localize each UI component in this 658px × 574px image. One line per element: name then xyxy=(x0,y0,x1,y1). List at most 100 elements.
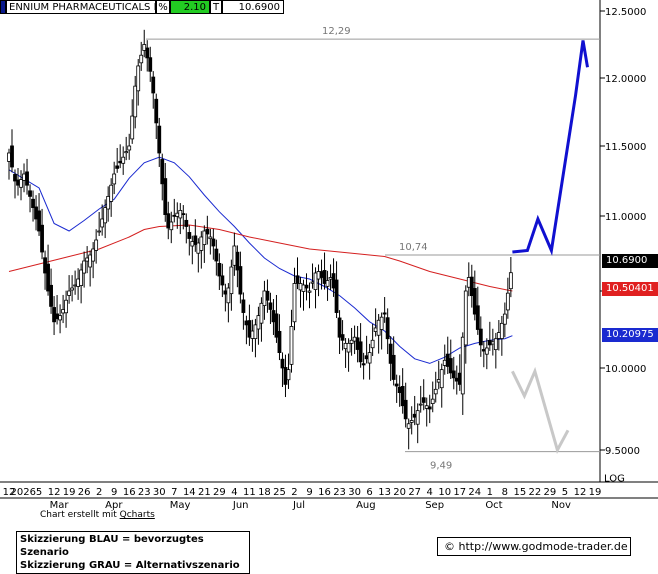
candle-body xyxy=(382,312,387,315)
month-label: Mar xyxy=(50,500,70,511)
candle-body xyxy=(292,283,297,323)
red-ma-value-tag: 10.50401 xyxy=(602,282,658,296)
candle-body xyxy=(181,213,186,216)
candle-body xyxy=(448,358,453,374)
candle-body xyxy=(217,262,222,277)
x-tick-label: 4 xyxy=(231,487,237,498)
candle-body xyxy=(427,406,432,410)
x-tick-label: 29 xyxy=(544,487,557,498)
copyright-icon: © xyxy=(444,540,455,553)
x-tick-label: 10 xyxy=(438,487,451,498)
month-label: Sep xyxy=(425,500,444,511)
candle-body xyxy=(451,370,456,379)
x-tick-label: 22 xyxy=(529,487,542,498)
candle-body xyxy=(112,173,117,185)
candle-body xyxy=(457,372,462,385)
candle-body xyxy=(322,270,327,284)
candle-body xyxy=(121,156,126,164)
candle-body xyxy=(82,260,87,274)
candle-body xyxy=(154,98,159,124)
candle-body xyxy=(148,57,153,72)
x-tick-label: 23 xyxy=(333,487,346,498)
x-tick-label: 26 xyxy=(78,487,91,498)
candle-body xyxy=(502,313,507,325)
candle-body xyxy=(436,379,441,383)
qcharts-link[interactable]: Qcharts xyxy=(119,510,155,520)
candle-body xyxy=(115,165,120,169)
x-tick-label: 30 xyxy=(153,487,166,498)
candle-body xyxy=(268,302,273,310)
candle-body xyxy=(403,399,408,420)
x-tick-label: 15 xyxy=(514,487,527,498)
candle-body xyxy=(415,410,420,425)
candle-body xyxy=(199,236,204,251)
candle-body xyxy=(352,336,357,342)
candle-body xyxy=(496,332,501,339)
candle-body xyxy=(346,342,351,353)
candle-body xyxy=(400,386,405,407)
candle-body xyxy=(202,230,207,246)
x-tick-label: 9 xyxy=(111,487,117,498)
candle-body xyxy=(70,287,75,291)
legend-blue-line: Skizzierung BLAU = bevorzugtes Szenario xyxy=(20,534,204,558)
candle-body xyxy=(31,198,35,208)
candle-body xyxy=(67,290,72,296)
candle-body xyxy=(28,190,32,197)
chart-frame xyxy=(0,0,658,499)
candle-body xyxy=(421,397,426,403)
candle-body xyxy=(157,125,162,154)
candle-body xyxy=(139,54,144,64)
candle-body xyxy=(289,326,294,365)
candle-body xyxy=(253,324,258,340)
candle-body xyxy=(313,272,318,290)
candle-body xyxy=(61,309,65,314)
candle-body xyxy=(442,359,447,366)
candle-body xyxy=(334,279,339,313)
x-tick-label: 1 xyxy=(487,487,493,498)
candle-body xyxy=(37,210,41,232)
candle-body xyxy=(172,214,177,217)
candle-body xyxy=(169,221,174,231)
x-tick-label: 7 xyxy=(171,487,177,498)
candle-body xyxy=(280,358,285,369)
ma-red-line xyxy=(8,224,513,292)
candle-body xyxy=(190,241,195,247)
candle-body xyxy=(22,173,26,181)
y-tick-label: 11.5000 xyxy=(605,142,646,153)
candle-body xyxy=(7,152,11,162)
candle-body xyxy=(316,271,321,280)
candle-body xyxy=(205,228,210,235)
candle-body xyxy=(472,288,477,315)
legend-grey-line: Skizzierung GRAU = Alternativszenario xyxy=(20,560,240,571)
candle-body xyxy=(499,322,504,339)
candle-body xyxy=(76,278,81,287)
candle-body xyxy=(19,179,23,188)
month-label: Jul xyxy=(292,500,305,511)
level-label: 10,74 xyxy=(399,242,428,253)
candle-body xyxy=(487,340,492,346)
candle-body xyxy=(223,290,228,295)
x-tick-label: 5 xyxy=(36,487,42,498)
month-label: Nov xyxy=(551,500,571,511)
candle-body xyxy=(274,313,279,338)
candle-body xyxy=(235,251,240,271)
source-link[interactable]: © http://www.godmode-trader.de xyxy=(437,537,631,556)
x-tick-label: 9 xyxy=(306,487,312,498)
header-color-square xyxy=(0,0,6,14)
month-label: Oct xyxy=(485,500,502,511)
candle-body xyxy=(475,305,480,330)
candle-body xyxy=(118,160,123,164)
candle-body xyxy=(430,398,435,405)
x-tick-label: 17 xyxy=(453,487,466,498)
candle-body xyxy=(151,76,156,94)
candle-body xyxy=(250,330,255,339)
candle-body xyxy=(361,363,366,366)
candle-body xyxy=(103,207,108,224)
candle-body xyxy=(178,209,183,219)
candle-body xyxy=(247,320,252,338)
candle-body xyxy=(214,248,219,262)
x-tick-label: 25 xyxy=(273,487,286,498)
candle-body xyxy=(184,219,189,227)
candle-body xyxy=(319,271,324,278)
